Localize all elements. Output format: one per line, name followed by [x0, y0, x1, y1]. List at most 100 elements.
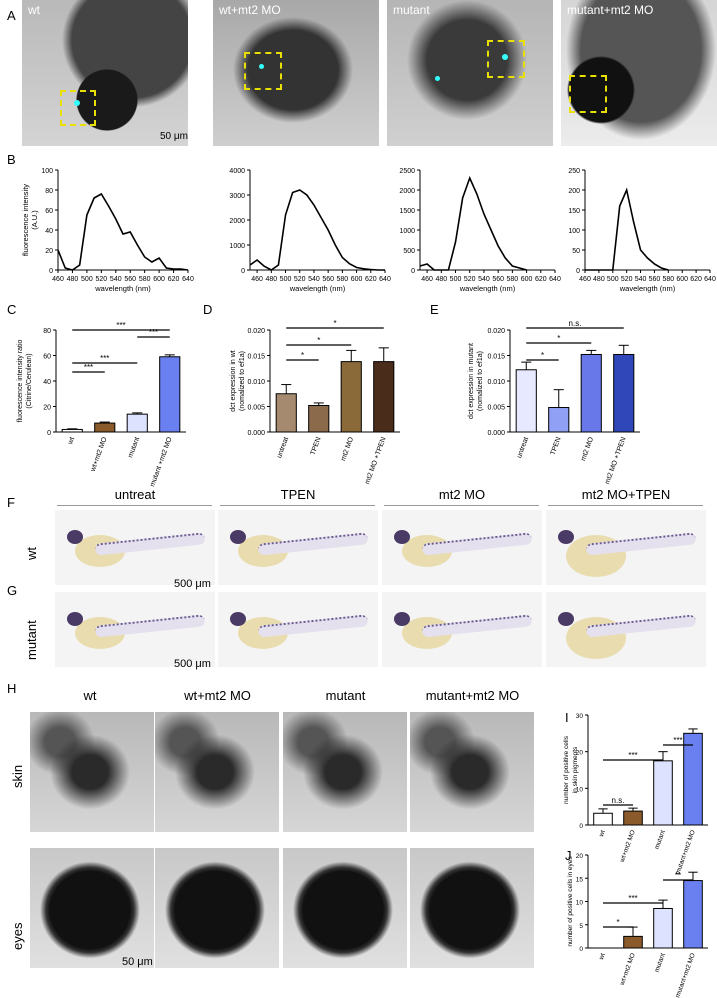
significance-label: ***: [149, 328, 158, 337]
panel-a-label: wt: [28, 3, 40, 17]
significance-label: ***: [628, 894, 637, 903]
bar-category-label: mt2 MO +TPEN: [364, 436, 388, 485]
b-x-label: wavelength (nm): [459, 284, 516, 293]
embryo-eye: [558, 530, 574, 544]
significance-label: n.s.: [569, 319, 582, 328]
bar-y-tick-label: 20: [576, 853, 584, 860]
b-x-tick-label: 520: [621, 276, 633, 283]
b-x-tick-label: 640: [704, 276, 716, 283]
bar-category-label: mutant: [654, 952, 667, 973]
embryo-photo: [55, 510, 215, 585]
panel-letter-i: I: [565, 710, 569, 725]
panel-letter-j: J: [565, 848, 572, 863]
b-x-tick-label: 560: [492, 276, 504, 283]
b-y-tick-label: 0: [241, 268, 245, 275]
bar-y-label: fluorescence intensity ratio: [17, 339, 24, 422]
b-x-tick-label: 600: [153, 276, 165, 283]
bar-category-label: wt: [598, 952, 607, 962]
significance-label: *: [557, 334, 560, 343]
bar: [580, 353, 602, 433]
bar-y-tick-label: 10: [576, 786, 584, 793]
bar-y-tick-label: 0.000: [247, 430, 265, 437]
bar-category-label: TPEN: [310, 436, 323, 456]
bar-y-tick-label: 10: [576, 900, 584, 907]
bar-y-tick-label: 20: [43, 405, 51, 412]
embryo-eye: [67, 530, 83, 544]
b-y-tick-label: 200: [568, 188, 580, 195]
b-x-tick-label: 620: [168, 276, 180, 283]
bar-category-label: mutant +mt2 MO: [149, 436, 174, 488]
bar-y-label: (nomalized to ef1a): [239, 351, 246, 411]
panel-g-rowlabel: mutant: [24, 620, 39, 660]
b-y-label: (A.U.): [30, 210, 39, 230]
bar: [613, 353, 635, 433]
panel-f-colhead: TPEN: [280, 487, 316, 502]
significance-label: ***: [84, 363, 93, 372]
bar-category-label: wt+mt2 MO: [89, 436, 108, 474]
bar-y-label: (nomalized to ef1a): [477, 351, 484, 411]
bar-category-label: wt: [598, 829, 607, 839]
bar-y-label: number of positive cells: [563, 735, 570, 804]
b-x-tick-label: 480: [265, 276, 277, 283]
bar: [683, 880, 703, 949]
panel-g-scalebar: 500 μm: [174, 658, 211, 670]
b-x-tick-label: 500: [280, 276, 292, 283]
significance-label: *: [616, 918, 619, 927]
b-y-tick-label: 0: [49, 268, 53, 275]
panel-a-photo-mutantmo: mutant+mt2 MO: [561, 0, 717, 146]
panel-letter-h: H: [7, 681, 17, 696]
b-x-tick-label: 540: [478, 276, 490, 283]
b-y-tick-label: 50: [572, 248, 580, 255]
panel-h-rowlabel: eyes: [10, 922, 25, 950]
panel-h-colhead: wt: [83, 688, 97, 703]
b-y-tick-label: 1000: [229, 243, 245, 250]
b-y-tick-label: 4000: [229, 168, 245, 175]
panel-a-photo-wt: wt: [22, 0, 188, 146]
eye-photo: [155, 848, 279, 968]
b-x-tick-label: 460: [251, 276, 263, 283]
b-y-tick-label: 60: [45, 208, 53, 215]
b-x-tick-label: 520: [95, 276, 107, 283]
b-y-tick-label: 150: [568, 208, 580, 215]
panel-letter-c: C: [7, 302, 17, 317]
bar-y-tick-label: 80: [43, 328, 51, 335]
bar: [653, 907, 673, 949]
b-y-tick-label: 1500: [399, 208, 415, 215]
panel-f-colhead: mt2 MO+TPEN: [581, 487, 671, 502]
b-x-tick-label: 600: [521, 276, 533, 283]
embryo-eye: [230, 530, 246, 544]
b-x-tick-label: 620: [365, 276, 377, 283]
b-x-tick-label: 560: [649, 276, 661, 283]
bar: [548, 407, 570, 433]
embryo-photo: [55, 592, 215, 667]
b-series-line: [419, 175, 527, 271]
b-x-label: wavelength (nm): [289, 284, 346, 293]
b-y-tick-label: 40: [45, 228, 53, 235]
bar-category-label: mutant: [127, 436, 141, 459]
b-x-tick-label: 500: [607, 276, 619, 283]
b-y-label: fluorescence intensity: [21, 184, 30, 256]
significance-label: **: [675, 871, 681, 880]
bar-y-tick-label: 0: [47, 430, 51, 437]
embryo-eye: [558, 612, 574, 626]
bar-y-tick-label: 0.015: [487, 354, 505, 361]
bar-y-tick-label: 0.020: [487, 328, 505, 335]
bar-y-tick-label: 0: [579, 946, 583, 953]
bar-y-label: (Citrine/Cerulean): [26, 353, 33, 408]
bar-y-tick-label: 0.000: [487, 430, 505, 437]
b-x-tick-label: 600: [351, 276, 363, 283]
b-x-label: wavelength (nm): [94, 284, 151, 293]
embryo-photo: [546, 592, 706, 667]
colhead-rule: [220, 505, 375, 506]
b-x-tick-label: 520: [464, 276, 476, 283]
bar-y-tick-label: 60: [43, 354, 51, 361]
b-x-tick-label: 500: [81, 276, 93, 283]
panel-h-scalebar: 50 μm: [122, 956, 153, 968]
significance-label: *: [333, 319, 336, 328]
bar-category-label: mutant: [654, 829, 667, 850]
skin-photo: [155, 712, 279, 832]
bar-category-label: mt2 MO +TPEN: [604, 436, 628, 485]
b-x-tick-label: 540: [308, 276, 320, 283]
b-y-tick-label: 0: [411, 268, 415, 275]
